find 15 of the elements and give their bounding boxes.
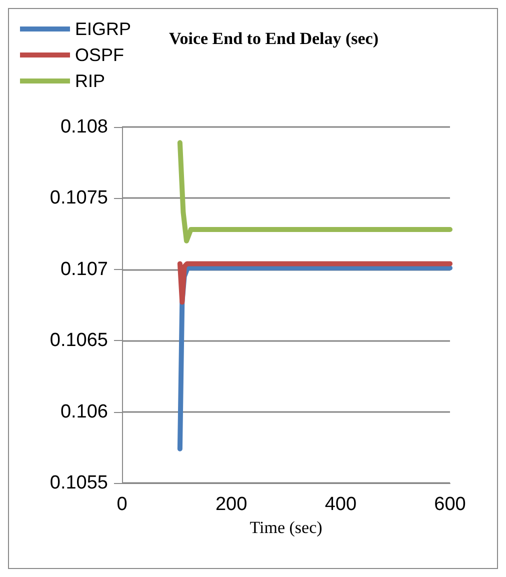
x-tick-label: 600: [434, 494, 466, 515]
y-tick-label: 0.1065: [50, 330, 108, 352]
y-tick-label: 0.1075: [50, 188, 108, 209]
chart-title: Voice End to End Delay (sec): [169, 29, 379, 48]
legend-label: OSPF: [75, 45, 124, 65]
x-tick-label: 0: [116, 494, 128, 515]
y-tick-label: 0.107: [60, 258, 108, 280]
legend-label: EIGRP: [75, 19, 132, 39]
y-tick-label: 0.1055: [50, 472, 108, 494]
y-tick-label: 0.106: [60, 401, 108, 422]
x-axis-title: Time (sec): [250, 518, 322, 537]
x-tick-label: 200: [215, 494, 248, 515]
x-tick-label: 400: [324, 494, 357, 515]
legend-label: RIP: [75, 71, 106, 91]
y-tick-label: 0.108: [60, 116, 108, 138]
